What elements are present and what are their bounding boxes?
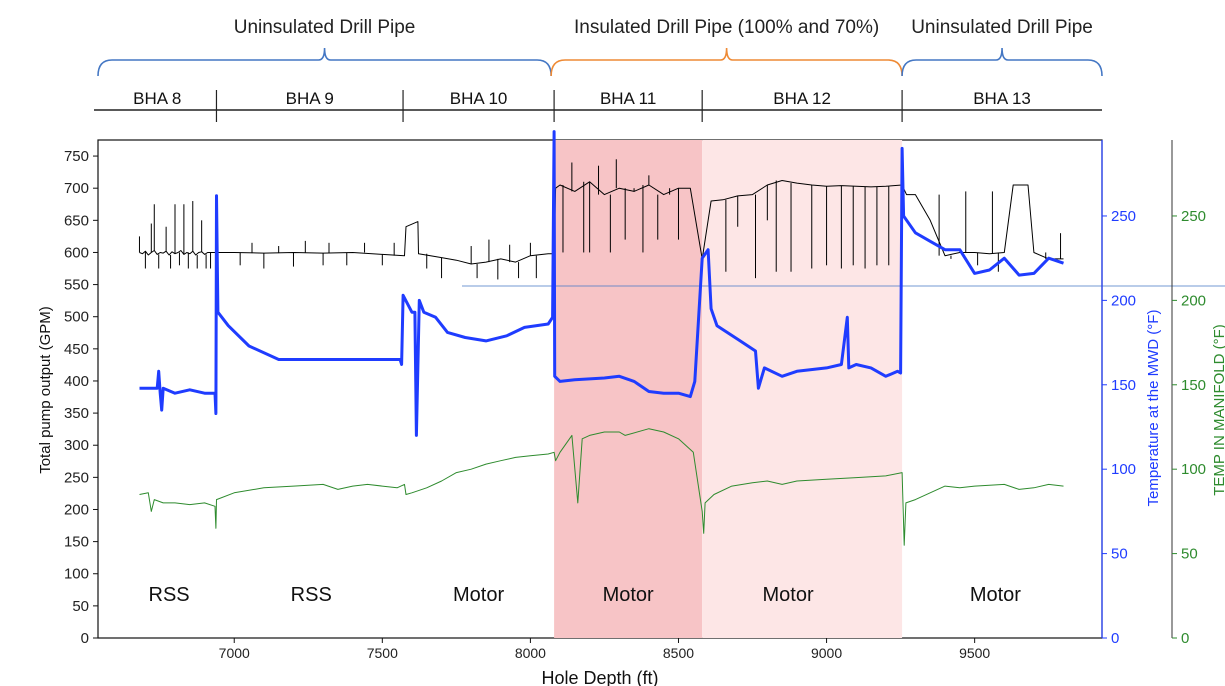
y-left-tick-label: 400 xyxy=(64,373,89,390)
y-left-tick-label: 300 xyxy=(64,437,89,454)
x-axis-title: Hole Depth (ft) xyxy=(541,668,658,686)
tool-label-2: Motor xyxy=(453,584,504,606)
y-right-mwd-tick-label: 200 xyxy=(1111,292,1136,309)
x-tick-label: 9500 xyxy=(959,645,990,661)
drill-pipe-braces: Uninsulated Drill Pipe Insulated Drill Pi… xyxy=(97,17,1103,77)
y-right-mwd-axis-title: Temperature at the MWD (°F) xyxy=(1145,310,1162,507)
x-tick-label: 9000 xyxy=(811,645,842,661)
y-left-axis-title: Total pump output (GPM) xyxy=(37,306,54,474)
brace-0 xyxy=(97,47,552,77)
y-left-tick-label: 350 xyxy=(64,405,89,422)
bha-label-2: BHA 10 xyxy=(450,89,508,108)
y-left-tick-label: 100 xyxy=(64,566,89,583)
x-tick-label: 7000 xyxy=(219,645,250,661)
brace-label-0: Uninsulated Drill Pipe xyxy=(234,17,416,38)
x-tick-label: 8000 xyxy=(515,645,546,661)
y-left-tick-label: 750 xyxy=(64,148,89,165)
bha-section-row: BHA 8 BHA 9 BHA 10 BHA 11 BHA 12 BHA 13 xyxy=(94,89,1225,287)
bha-label-1: BHA 9 xyxy=(286,89,334,108)
y-right-mwd-tick-label: 250 xyxy=(1111,208,1136,225)
axes: 7000 7500 8000 8500 9000 95000501001502002503… xyxy=(64,140,1206,661)
tool-label-5: Motor xyxy=(970,584,1021,606)
bha-label-0: BHA 8 xyxy=(133,89,181,108)
data-series xyxy=(138,130,1064,546)
tool-label-1: RSS xyxy=(291,584,332,606)
y-right-mwd-tick-label: 100 xyxy=(1111,461,1136,478)
y-right-mwd-tick-label: 50 xyxy=(1111,546,1128,563)
series-manifold-line xyxy=(139,428,1064,546)
y-right-manifold-axis-title: TEMP IN MANIFOLD (°F) xyxy=(1211,324,1225,496)
series-mwd-line xyxy=(139,130,1064,437)
y-left-tick-label: 200 xyxy=(64,501,89,518)
y-right-manifold-tick-label: 200 xyxy=(1181,292,1206,309)
y-right-mwd-tick-label: 150 xyxy=(1111,377,1136,394)
shaded-region-bha12 xyxy=(702,140,903,638)
y-left-tick-label: 550 xyxy=(64,277,89,294)
y-left-tick-label: 700 xyxy=(64,180,89,197)
y-left-tick-label: 250 xyxy=(64,469,89,486)
tool-label-0: RSS xyxy=(149,584,190,606)
tool-label-4: Motor xyxy=(763,584,814,606)
y-left-tick-label: 450 xyxy=(64,341,89,358)
y-right-mwd-tick-label: 0 xyxy=(1111,630,1119,647)
bottom-tool-labels: RSS RSS Motor Motor Motor Motor xyxy=(149,584,1022,606)
shaded-region-bha11 xyxy=(554,140,703,638)
y-left-tick-label: 50 xyxy=(72,598,89,615)
bha-label-5: BHA 13 xyxy=(973,89,1031,108)
y-right-manifold-tick-label: 0 xyxy=(1181,630,1189,647)
brace-2 xyxy=(901,47,1103,77)
y-right-manifold-tick-label: 100 xyxy=(1181,461,1206,478)
bha-shaded-regions xyxy=(554,140,903,638)
bha-label-3: BHA 11 xyxy=(600,89,656,108)
y-left-tick-label: 600 xyxy=(64,244,89,261)
brace-label-2: Uninsulated Drill Pipe xyxy=(911,17,1093,38)
brace-1 xyxy=(550,47,903,77)
y-right-manifold-tick-label: 150 xyxy=(1181,377,1206,394)
y-left-tick-label: 500 xyxy=(64,309,89,326)
y-left-tick-label: 0 xyxy=(81,630,89,647)
brace-label-1: Insulated Drill Pipe (100% and 70%) xyxy=(574,17,879,38)
tool-label-3: Motor xyxy=(603,584,654,606)
y-left-tick-label: 650 xyxy=(64,212,89,229)
y-right-manifold-tick-label: 250 xyxy=(1181,208,1206,225)
series-pump-line xyxy=(139,180,1064,265)
y-right-manifold-tick-label: 50 xyxy=(1181,546,1198,563)
y-left-tick-label: 150 xyxy=(64,534,89,551)
x-tick-label: 8500 xyxy=(663,645,694,661)
x-tick-label: 7500 xyxy=(367,645,398,661)
bha-label-4: BHA 12 xyxy=(773,89,831,108)
